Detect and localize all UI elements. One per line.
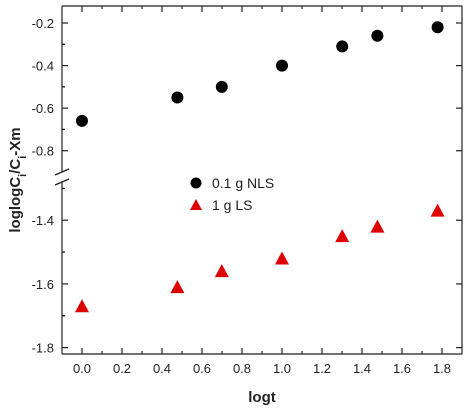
y-axis-title-part: /C [7, 159, 24, 174]
data-point-circle [371, 29, 384, 42]
x-tick-label: 1.6 [393, 361, 411, 376]
data-point-triangle [430, 203, 445, 217]
y-tick-label: -0.4 [32, 59, 54, 74]
legend-marker-circle [190, 177, 202, 189]
x-tick-label: 1.0 [273, 361, 291, 376]
axis-break-mark [54, 178, 70, 186]
data-point-triangle [170, 280, 185, 294]
y-tick-label: -1.8 [32, 341, 54, 356]
legend-marker-triangle [190, 199, 202, 210]
data-point-triangle [214, 264, 229, 278]
y-tick-label: -1.4 [32, 213, 54, 228]
x-axis-title: logt [248, 389, 276, 406]
x-tick-label: 0.0 [73, 361, 91, 376]
data-point-circle [276, 59, 288, 72]
y-axis-title-part: -Xm [7, 127, 24, 155]
legend: 0.1 g NLS 1 g LS [190, 175, 274, 213]
legend-label: 1 g LS [212, 197, 252, 213]
y-axis-title-part: loglogC [7, 177, 24, 233]
y-tick-label: -0.8 [32, 144, 54, 159]
x-tick-label: 0.2 [113, 361, 131, 376]
x-tick-label: 0.4 [153, 361, 171, 376]
y-axis-title-part: i [17, 174, 29, 177]
y-axis-title: loglogCi/Ci-Xm [7, 127, 29, 232]
x-tick-label: 1.8 [433, 361, 451, 376]
x-tick-label: 0.6 [193, 361, 211, 376]
legend-label: 0.1 g NLS [212, 175, 274, 191]
x-tick-label: 1.4 [353, 361, 371, 376]
x-tick-label: 0.8 [233, 361, 251, 376]
data-point-circle [431, 21, 444, 34]
y-axis-title-part: i [17, 156, 29, 159]
y-tick-label: -0.6 [32, 101, 54, 116]
axis-break-mark [54, 168, 70, 176]
data-point-triangle [75, 299, 89, 313]
y-tick-label: -0.2 [32, 16, 54, 31]
plot-area: 0.0 0.2 0.4 0.6 0.8 1.0 1.2 1.4 1.6 1.8 -0.2 -0.4 -0… [32, 5, 463, 376]
data-point-circle [171, 91, 184, 104]
data-point-circle [215, 80, 228, 93]
x-tick-label: 1.2 [313, 361, 331, 376]
y-tick-label: -1.6 [32, 277, 54, 292]
data-point-triangle [370, 219, 385, 233]
data-point-circle [76, 114, 88, 127]
data-point-triangle [335, 229, 350, 243]
data-point-triangle [275, 251, 289, 265]
data-point-circle [336, 40, 349, 53]
